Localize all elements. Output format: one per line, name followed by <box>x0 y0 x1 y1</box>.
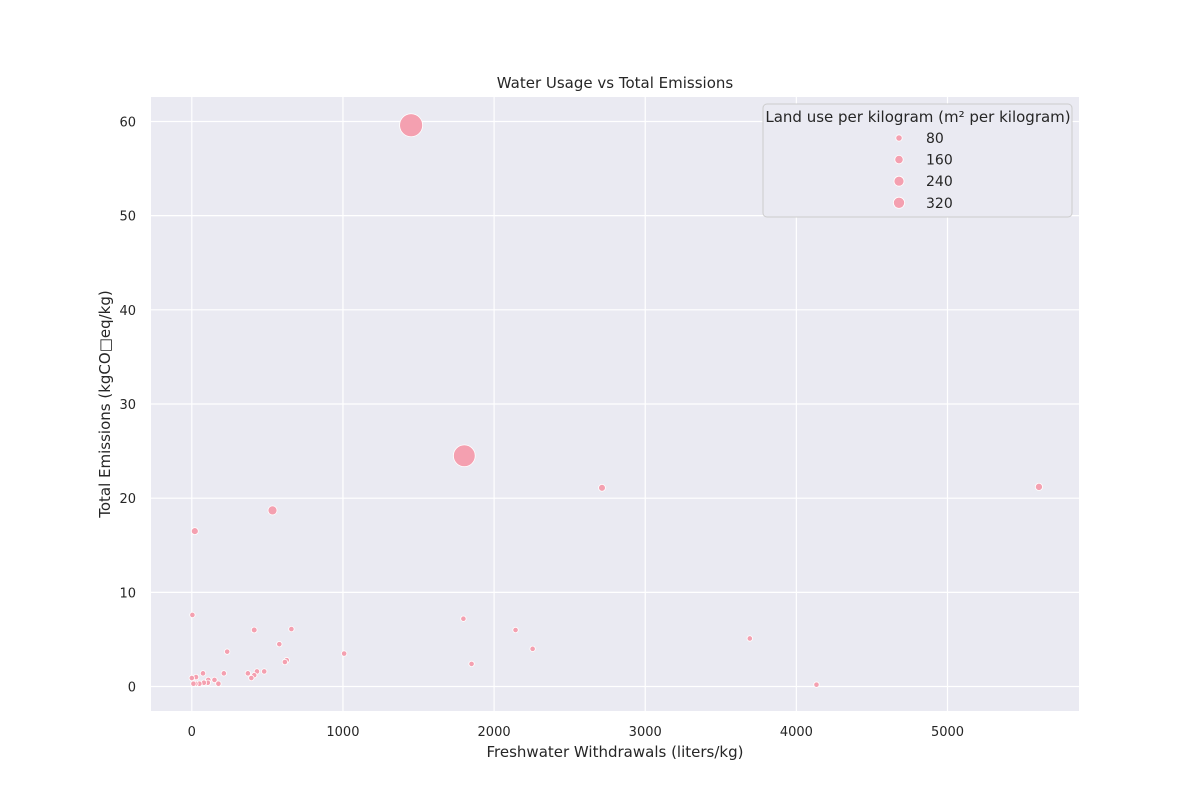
scatter-point <box>224 648 231 655</box>
legend-entries: 80 160 240 320 <box>893 131 953 212</box>
y-tick-label: 0 <box>128 681 136 696</box>
y-tick-label: 10 <box>119 586 136 601</box>
scatter-point <box>215 680 222 687</box>
scatter-point <box>1034 482 1043 491</box>
x-tick-label: 3000 <box>629 725 662 740</box>
scatter-point <box>288 625 295 633</box>
legend: Land use per kilogram (m² per kilogram) … <box>762 103 1073 218</box>
data-points <box>188 113 1043 688</box>
legend-size-marker <box>893 196 906 209</box>
scatter-point <box>199 670 207 677</box>
legend-size-marker <box>895 134 903 142</box>
scatter-point <box>250 626 258 634</box>
x-tick-label: 0 <box>188 725 196 740</box>
scatter-point <box>190 527 199 536</box>
legend-size-label: 320 <box>926 196 953 212</box>
scatter-point <box>512 626 519 634</box>
scatter-point <box>281 658 289 666</box>
scatter-point <box>220 670 227 677</box>
grid-lines <box>151 97 1079 711</box>
legend-size-marker <box>894 155 904 165</box>
scatter-point <box>598 484 606 492</box>
legend-title: Land use per kilogram (m² per kilogram) <box>765 108 1070 126</box>
x-tick-label: 2000 <box>478 725 511 740</box>
chart-title: Water Usage vs Total Emissions <box>497 74 734 92</box>
x-tick-labels: 0 1000 2000 3000 4000 5000 <box>188 725 964 740</box>
scatter-point <box>460 615 467 622</box>
scatter-point <box>189 611 196 619</box>
legend-size-label: 240 <box>926 174 953 190</box>
y-axis-label: Total Emissions (kgCO□eq/kg) <box>96 290 114 519</box>
legend-box <box>762 103 1073 218</box>
scatter-point <box>399 113 424 138</box>
y-tick-label: 40 <box>119 304 136 319</box>
scatter-point <box>261 668 268 675</box>
y-tick-label: 60 <box>119 115 136 130</box>
scatter-point <box>813 681 820 688</box>
x-tick-label: 4000 <box>780 725 813 740</box>
scatter-point <box>341 650 348 657</box>
y-tick-label: 50 <box>119 210 136 225</box>
scatter-point <box>188 674 195 682</box>
scatter-point <box>468 660 475 668</box>
legend-size-label: 80 <box>926 131 944 147</box>
y-tick-labels: 0 10 20 30 40 50 60 <box>119 115 136 695</box>
scatter-point <box>211 676 218 684</box>
scatter-point <box>746 635 753 642</box>
scatter-point <box>529 645 536 652</box>
y-tick-label: 20 <box>119 492 136 507</box>
x-axis-label: Freshwater Withdrawals (liters/kg) <box>487 743 744 761</box>
scatter-point <box>453 444 476 468</box>
scatter-point <box>190 680 197 687</box>
scatter-point <box>267 505 278 516</box>
legend-size-marker <box>893 175 905 187</box>
scatter-point <box>248 674 255 682</box>
y-tick-label: 30 <box>119 398 136 413</box>
x-tick-label: 5000 <box>931 725 964 740</box>
scatter-point <box>276 641 283 648</box>
x-tick-label: 1000 <box>326 725 359 740</box>
scatter-point <box>244 670 251 677</box>
legend-size-label: 160 <box>926 153 953 169</box>
